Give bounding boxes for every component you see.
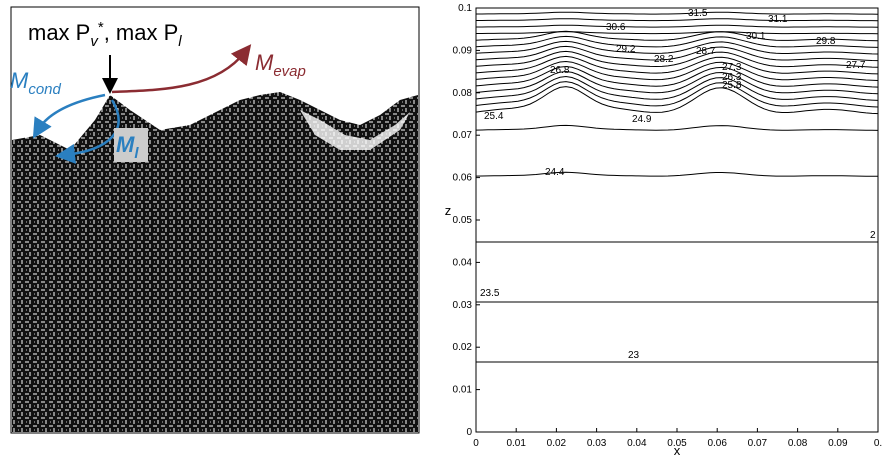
contour-label: 27.7: [846, 60, 866, 71]
m-evap: Mevap: [255, 50, 306, 80]
contour-label: 2: [870, 230, 876, 241]
z-tick-label: 0.01: [453, 385, 473, 396]
m-cond: Mcond: [10, 68, 62, 98]
z-tick-label: 0.05: [453, 215, 473, 226]
z-tick-label: 0.03: [453, 300, 473, 311]
pore-network: [10, 6, 420, 434]
contour-line: [476, 11, 879, 15]
x-tick-label: 0.02: [547, 438, 567, 449]
contour-line: [475, 70, 879, 95]
x-tick-label: 0.09: [828, 438, 848, 449]
m-l: Ml: [116, 132, 139, 162]
contour-label: 31.5: [688, 8, 708, 19]
x-tick-label: 0.01: [506, 438, 526, 449]
contour-label: 25.8: [722, 80, 742, 91]
z-tick-label: 0.08: [453, 88, 473, 99]
contour-line: [475, 55, 879, 75]
contour-label: 24.9: [632, 114, 652, 125]
contour-line: [475, 60, 879, 81]
contour-line: [475, 65, 879, 88]
z-tick-label: 0.09: [453, 45, 473, 56]
contour-label: 29.2: [616, 44, 636, 55]
cond-arrow: [32, 93, 106, 139]
contour-label: 26.3: [722, 72, 742, 83]
contour-label: 24.4: [545, 167, 565, 178]
max-pressure-label: max Pv*, max Pl: [28, 19, 182, 50]
contour-label: 28.7: [696, 46, 716, 57]
contour-label: 31.1: [768, 14, 788, 25]
m-l-box: [114, 128, 148, 162]
z-tick-label: 0: [466, 427, 472, 438]
label-sub: l: [178, 33, 182, 50]
contour-label: 30.6: [606, 22, 626, 33]
x-tick-label: 0.03: [587, 438, 607, 449]
contour-label: 25.4: [484, 111, 504, 122]
contour-line: [476, 18, 879, 22]
contour-label: 28.2: [654, 54, 674, 65]
subscript: cond: [28, 81, 61, 98]
z-tick-label: 0.07: [453, 130, 473, 141]
contours: [475, 11, 879, 363]
label-sup: *: [98, 19, 104, 36]
contour-line: [475, 86, 879, 115]
contour-line: [475, 30, 879, 42]
contour-line: [475, 40, 879, 55]
z-axis-label: z: [445, 203, 452, 218]
symbol: M: [255, 50, 274, 75]
x-tick-label: 0.04: [627, 438, 647, 449]
label-sub: v: [90, 33, 99, 50]
contour-line: [475, 35, 879, 48]
liquid-arrow: [55, 99, 120, 164]
contour-label: 23: [628, 350, 640, 361]
contour-line: [475, 124, 879, 131]
subscript: l: [134, 145, 139, 162]
z-tick-label: 0.04: [453, 257, 473, 268]
symbol: M: [10, 68, 29, 93]
x-tick-label: 0.: [874, 438, 882, 449]
x-tick-label: 0.05: [667, 438, 687, 449]
contour-label: 29.8: [816, 36, 836, 47]
symbol: M: [116, 132, 135, 157]
x-tick-label: 0.06: [707, 438, 727, 449]
label-part: max P: [28, 20, 90, 45]
contour-label: 23.5: [480, 288, 500, 299]
contour-label: 30.1: [746, 31, 766, 42]
x-tick-label: 0: [473, 438, 479, 449]
z-tick-label: 0.06: [453, 173, 473, 184]
contour-line: [475, 171, 878, 177]
subscript: evap: [273, 63, 306, 80]
contour-line: [475, 75, 879, 101]
x-tick-label: 0.07: [748, 438, 768, 449]
contour-label: 27.3: [722, 62, 742, 73]
x-axis-label: x: [674, 443, 681, 458]
label-part: , max P: [104, 20, 179, 45]
contour-label: 26.8: [550, 65, 570, 76]
contour-line: [475, 50, 879, 68]
contour-line: [476, 31, 879, 35]
z-tick-label: 0.02: [453, 342, 473, 353]
x-tick-label: 0.08: [788, 438, 808, 449]
contour-line: [475, 45, 879, 62]
z-tick-label: 0.1: [458, 3, 472, 14]
contour-line: [476, 24, 879, 28]
plot-text: 0 0.01 0.02 0.03 0.04 0.05 0.06 0.07 0.08 0.09 0.0…: [453, 3, 883, 449]
evap-arrow: [111, 44, 252, 94]
contour-line: [475, 81, 879, 108]
